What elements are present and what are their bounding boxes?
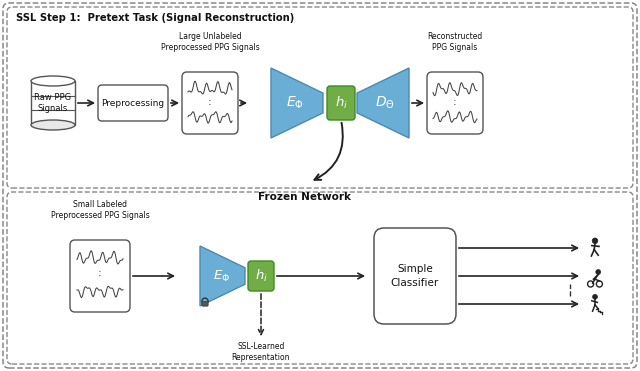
Text: SSL-Learned
Representation: SSL-Learned Representation bbox=[232, 342, 291, 362]
Text: :: : bbox=[453, 97, 457, 107]
Text: Large Unlabeled
Preprocessed PPG Signals: Large Unlabeled Preprocessed PPG Signals bbox=[161, 32, 259, 52]
FancyBboxPatch shape bbox=[327, 86, 355, 120]
FancyBboxPatch shape bbox=[427, 72, 483, 134]
FancyBboxPatch shape bbox=[248, 261, 274, 291]
Text: $E_{\Phi}$: $E_{\Phi}$ bbox=[286, 95, 304, 111]
Text: Frozen Network: Frozen Network bbox=[259, 192, 351, 202]
Text: :: : bbox=[208, 97, 212, 107]
Text: Raw PPG
Signals: Raw PPG Signals bbox=[35, 93, 72, 113]
Text: :: : bbox=[98, 268, 102, 278]
FancyBboxPatch shape bbox=[3, 3, 637, 368]
Polygon shape bbox=[200, 246, 245, 306]
Text: $h_i$: $h_i$ bbox=[255, 268, 268, 284]
Circle shape bbox=[596, 270, 600, 275]
Circle shape bbox=[592, 238, 598, 244]
Ellipse shape bbox=[31, 120, 75, 130]
FancyBboxPatch shape bbox=[374, 228, 456, 324]
Text: Preprocessing: Preprocessing bbox=[101, 98, 164, 108]
Text: SSL Step 1:  Pretext Task (Signal Reconstruction): SSL Step 1: Pretext Task (Signal Reconst… bbox=[16, 13, 294, 23]
Polygon shape bbox=[271, 68, 323, 138]
FancyBboxPatch shape bbox=[7, 192, 633, 364]
Text: $D_{\Theta}$: $D_{\Theta}$ bbox=[375, 95, 395, 111]
FancyBboxPatch shape bbox=[70, 240, 130, 312]
Text: $E_{\Phi}$: $E_{\Phi}$ bbox=[213, 269, 230, 283]
FancyBboxPatch shape bbox=[7, 7, 633, 188]
Bar bbox=[31, 81, 75, 125]
Text: $h_i$: $h_i$ bbox=[335, 95, 348, 111]
Circle shape bbox=[593, 295, 597, 299]
Polygon shape bbox=[357, 68, 409, 138]
Text: Reconstructed
PPG Signals: Reconstructed PPG Signals bbox=[428, 32, 483, 52]
FancyBboxPatch shape bbox=[202, 302, 208, 306]
Ellipse shape bbox=[31, 76, 75, 86]
FancyBboxPatch shape bbox=[98, 85, 168, 121]
Text: Simple
Classifier: Simple Classifier bbox=[391, 264, 439, 288]
Text: Small Labeled
Preprocessed PPG Signals: Small Labeled Preprocessed PPG Signals bbox=[51, 200, 149, 220]
FancyBboxPatch shape bbox=[182, 72, 238, 134]
